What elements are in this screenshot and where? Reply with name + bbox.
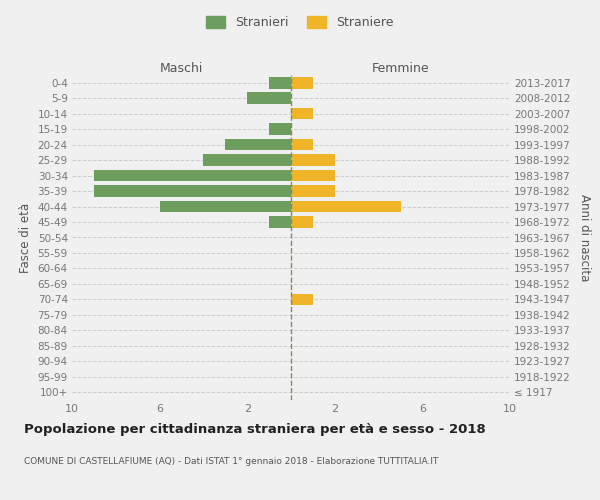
Bar [291,77,313,88]
Bar [291,186,335,197]
Bar [291,294,313,305]
Bar [269,124,291,135]
Bar [160,200,291,212]
Bar [291,200,401,212]
Bar [269,216,291,228]
Bar [291,216,313,228]
Bar [291,139,313,150]
Bar [291,108,313,120]
Bar [269,77,291,88]
Bar [247,92,291,104]
Legend: Stranieri, Straniere: Stranieri, Straniere [206,16,394,29]
Bar [226,139,291,150]
Bar [291,154,335,166]
Bar [94,186,291,197]
Text: COMUNE DI CASTELLAFIUME (AQ) - Dati ISTAT 1° gennaio 2018 - Elaborazione TUTTITA: COMUNE DI CASTELLAFIUME (AQ) - Dati ISTA… [24,458,439,466]
Text: Popolazione per cittadinanza straniera per età e sesso - 2018: Popolazione per cittadinanza straniera p… [24,422,486,436]
Y-axis label: Anni di nascita: Anni di nascita [578,194,591,281]
Text: Maschi: Maschi [160,62,203,75]
Bar [94,170,291,181]
Bar [203,154,291,166]
Bar [291,170,335,181]
Y-axis label: Fasce di età: Fasce di età [19,202,32,272]
Text: Femmine: Femmine [371,62,430,75]
